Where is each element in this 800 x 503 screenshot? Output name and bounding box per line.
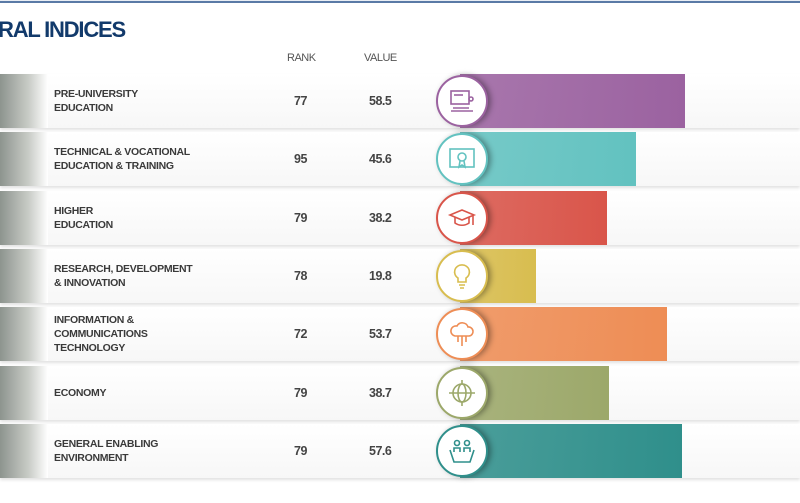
cloud-network-icon (436, 308, 488, 361)
index-label: ECONOMY (54, 386, 107, 399)
index-row: HIGHER EDUCATION 79 38.2 (0, 190, 800, 245)
rank-value: 95 (294, 152, 307, 167)
bar-track (460, 423, 800, 478)
row-thumbnail-image (0, 365, 48, 420)
index-row: ECONOMY 79 38.7 (0, 365, 800, 420)
row-thumbnail-image (0, 423, 48, 478)
value-bar (460, 423, 682, 478)
index-row: TECHNICAL & VOCATIONAL EDUCATION & TRAIN… (0, 132, 800, 187)
index-row: GENERAL ENABLING ENVIRONMENT 79 57.6 (0, 423, 800, 478)
lightbulb-icon (436, 249, 488, 302)
row-thumbnail-image (0, 307, 48, 362)
bar-track (460, 248, 800, 303)
bar-track (460, 74, 800, 128)
row-thumbnail-image (0, 248, 48, 303)
index-row: INFORMATION & COMMUNICATIONS TECHNOLOGY … (0, 307, 800, 362)
rank-header: RANK (287, 52, 316, 64)
rank-value: 72 (294, 327, 307, 342)
index-label: TECHNICAL & VOCATIONAL EDUCATION & TRAIN… (54, 146, 190, 173)
value-bar (460, 74, 686, 128)
bar-track (460, 365, 800, 420)
rank-value: 79 (294, 210, 307, 225)
top-border (0, 0, 800, 3)
row-thumbnail-image (0, 74, 48, 128)
bar-track (460, 307, 800, 362)
index-label: GENERAL ENABLING ENVIRONMENT (54, 437, 159, 464)
index-value: 53.7 (369, 327, 392, 342)
bar-track (460, 132, 800, 187)
page-title: RAL INDICES (0, 17, 126, 42)
index-value: 38.7 (369, 385, 392, 400)
value-bar (460, 307, 667, 362)
index-value: 58.5 (369, 94, 392, 108)
rank-value: 79 (294, 443, 307, 458)
certificate-icon (436, 133, 488, 186)
index-label: HIGHER EDUCATION (54, 204, 113, 231)
index-label: INFORMATION & COMMUNICATIONS TECHNOLOGY (54, 314, 148, 355)
graduation-cap-icon (436, 191, 488, 244)
globe-icon (436, 366, 488, 419)
row-thumbnail-image (0, 132, 48, 187)
index-label: RESEARCH, DEVELOPMENT & INNOVATION (54, 262, 193, 289)
index-value: 57.6 (369, 443, 392, 458)
index-value: 19.8 (369, 268, 392, 283)
index-value: 45.6 (369, 152, 392, 167)
people-hands-icon (436, 424, 488, 477)
index-row: PRE-UNIVERSITY EDUCATION 77 58.5 (0, 74, 800, 128)
index-row: RESEARCH, DEVELOPMENT & INNOVATION 78 19… (0, 248, 800, 303)
rank-value: 78 (294, 268, 307, 283)
value-header: VALUE (364, 52, 397, 64)
classroom-icon (436, 75, 488, 127)
rank-value: 77 (294, 94, 307, 108)
value-bar (460, 132, 636, 187)
row-thumbnail-image (0, 190, 48, 245)
bar-track (460, 190, 800, 245)
rank-value: 79 (294, 385, 307, 400)
index-label: PRE-UNIVERSITY EDUCATION (54, 88, 138, 114)
index-value: 38.2 (369, 210, 392, 225)
